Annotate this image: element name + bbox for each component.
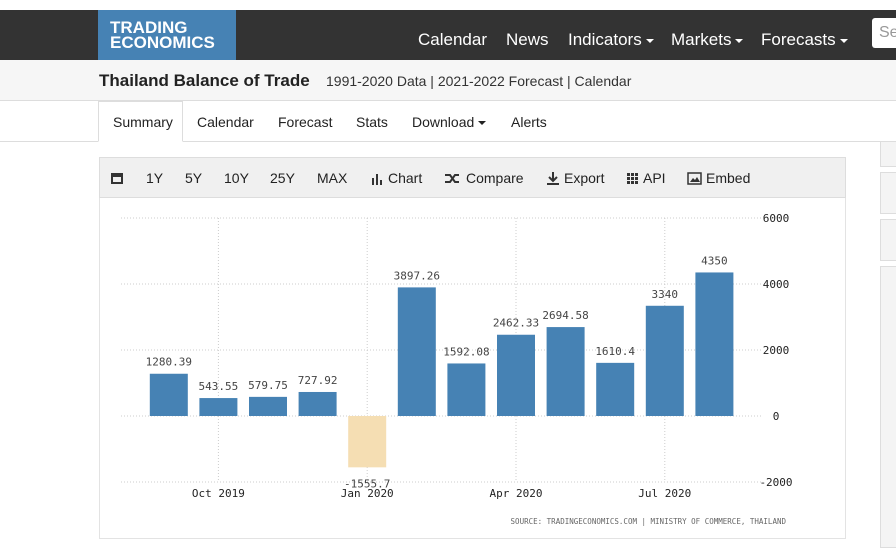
logo[interactable]: TRADING ECONOMICS	[98, 10, 236, 60]
chart-toolbar: 1Y 5Y 10Y 25Y MAX Chart Compare Export A…	[99, 157, 846, 198]
tab[interactable]: Download	[412, 114, 486, 130]
nav-link[interactable]: Calendar	[418, 30, 487, 49]
embed-icon	[687, 172, 702, 185]
active-tab	[98, 101, 183, 142]
bar	[645, 305, 684, 416]
y-tick-label: -2000	[759, 476, 792, 489]
logo-text: ECONOMICS	[110, 33, 215, 52]
compare-icon	[445, 174, 459, 183]
chart: SOURCE: TRADINGECONOMICS.COM | MINISTRY …	[121, 212, 793, 526]
data-label: 1610.4	[595, 345, 635, 358]
export-icon	[547, 172, 559, 185]
nav-link[interactable]: News	[506, 30, 549, 49]
page-subtitle: 1991-2020 Data | 2021-2022 Forecast | Ca…	[326, 73, 632, 89]
toolbar-button[interactable]: Embed	[706, 170, 751, 186]
nav-link[interactable]: Forecasts	[761, 30, 848, 50]
calendar-icon[interactable]	[110, 171, 124, 185]
bar	[149, 373, 188, 416]
y-tick-label: 4000	[763, 278, 790, 291]
data-label: 1592.08	[443, 345, 489, 358]
y-tick-label: 2000	[763, 344, 790, 357]
toolbar-button[interactable]: Compare	[466, 170, 524, 186]
chart-source: SOURCE: TRADINGECONOMICS.COM | MINISTRY …	[511, 517, 787, 526]
range-button[interactable]: 1Y	[146, 170, 164, 186]
data-label: 2694.58	[542, 309, 588, 322]
page-title: Thailand Balance of Trade	[99, 71, 310, 90]
api-icon	[627, 173, 638, 184]
data-label: 543.55	[199, 380, 239, 393]
y-tick-label: 6000	[763, 212, 790, 225]
tab-bar: Summary Calendar Forecast Stats Download…	[0, 101, 896, 142]
nav-bar: TRADING ECONOMICS Calendar News Indicato…	[0, 10, 896, 60]
side-panel	[880, 172, 896, 214]
tab[interactable]: Stats	[356, 114, 388, 130]
toolbar-button[interactable]: Chart	[388, 170, 423, 186]
search-box[interactable]: Se	[872, 18, 896, 48]
bar	[298, 391, 337, 416]
data-label: 3340	[652, 288, 679, 301]
side-panel	[880, 266, 896, 548]
chart-area: SOURCE: TRADINGECONOMICS.COM | MINISTRY …	[99, 198, 846, 539]
bar	[447, 363, 486, 416]
nav-link[interactable]: Indicators	[568, 30, 654, 50]
bar	[546, 327, 585, 416]
bar	[199, 398, 238, 416]
data-label: -1555.7	[344, 477, 390, 490]
x-tick-label: Apr 2020	[490, 487, 543, 500]
data-label: 579.75	[248, 379, 288, 392]
data-label: 4350	[701, 254, 728, 267]
bar	[397, 287, 436, 416]
x-tick-label: Jan 2020	[341, 487, 394, 500]
tab[interactable]: Forecast	[278, 114, 333, 130]
data-label: 1280.39	[146, 356, 192, 369]
bar	[348, 416, 387, 468]
toolbar-button[interactable]: Export	[564, 170, 605, 186]
tab[interactable]: Calendar	[197, 114, 254, 130]
data-label: 727.92	[298, 374, 338, 387]
range-button[interactable]: 5Y	[185, 170, 203, 186]
data-label: 2462.33	[493, 317, 539, 330]
side-panel	[880, 219, 896, 261]
range-button[interactable]: MAX	[317, 170, 348, 186]
bar	[249, 396, 287, 416]
y-tick-label: 0	[773, 410, 780, 423]
bar	[695, 272, 734, 416]
tab[interactable]: Summary	[113, 114, 173, 130]
x-tick-label: Jul 2020	[638, 487, 691, 500]
range-button[interactable]: 10Y	[224, 170, 249, 186]
bar	[596, 362, 635, 416]
bar	[497, 334, 535, 416]
nav-link[interactable]: Markets	[671, 30, 743, 50]
data-label: 3897.26	[394, 269, 440, 282]
side-panel	[880, 141, 896, 167]
header: Thailand Balance of Trade 1991-2020 Data…	[0, 60, 896, 101]
toolbar-button[interactable]: API	[643, 170, 666, 186]
tab[interactable]: Alerts	[511, 114, 547, 130]
x-tick-label: Oct 2019	[192, 487, 245, 500]
range-button[interactable]: 25Y	[270, 170, 295, 186]
chart-icon	[372, 174, 382, 185]
logo-text: TRADING	[110, 18, 188, 37]
